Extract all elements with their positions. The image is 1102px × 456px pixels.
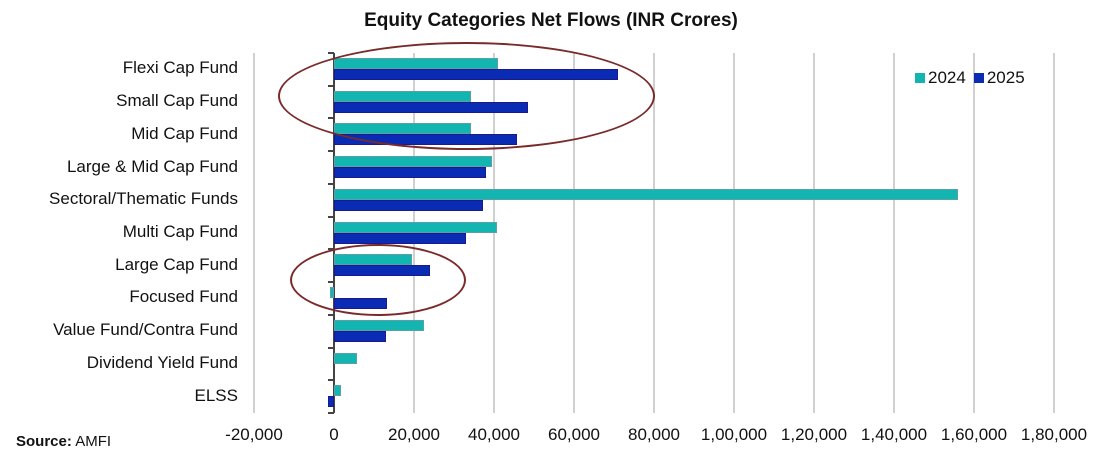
bar-2025: [334, 69, 618, 80]
category-label: Sectoral/Thematic Funds: [49, 189, 238, 209]
x-tick-label: 20,000: [388, 425, 440, 444]
bar-2025: [334, 199, 483, 211]
bar-2025: [334, 167, 486, 179]
category-label: Mid Cap Fund: [131, 123, 238, 143]
legend-item-2024: 2024: [915, 68, 966, 88]
axis-tick: [328, 248, 334, 251]
category-label: Flexi Cap Fund: [122, 58, 238, 78]
axis-tick: [328, 346, 334, 349]
gridline: [653, 53, 655, 413]
legend-swatch-icon: [973, 73, 984, 83]
category-label: Large Cap Fund: [115, 254, 238, 274]
gridline: [573, 53, 575, 413]
chart-title: Equity Categories Net Flows (INR Crores): [364, 10, 738, 31]
source-value: AMFI: [75, 433, 112, 450]
category-label: Focused Fund: [129, 287, 238, 307]
axis-tick: [328, 52, 334, 54]
category-label: Multi Cap Fund: [122, 222, 238, 241]
x-tick-label: 80,000: [628, 425, 680, 444]
gridline: [493, 53, 495, 413]
axis-tick: [328, 182, 334, 185]
bar-2024: [334, 254, 412, 266]
x-tick-label: 40,000: [468, 425, 520, 444]
category-label: Small Cap Fund: [116, 91, 238, 111]
bar-2025: [334, 265, 430, 277]
x-tick-label: 1,00,000: [700, 425, 768, 444]
category-label: Large & Mid Cap Fund: [66, 156, 238, 176]
axis-tick: [328, 313, 334, 316]
x-tick-label: 1,40,000: [860, 425, 928, 444]
gridline: [973, 53, 975, 413]
bar-2025: [334, 101, 528, 113]
x-tick-label: 1,20,000: [780, 425, 848, 444]
bar-2024: [334, 221, 497, 233]
legend-label: 2024: [928, 68, 966, 87]
x-tick-label: 1,80,000: [1020, 425, 1088, 444]
gridline: [813, 53, 815, 413]
gridline: [733, 53, 735, 413]
legend-swatch-icon: [915, 73, 925, 83]
bar-2025: [328, 396, 334, 408]
legend-item-2025: 2025: [973, 68, 1025, 88]
bar-2024: [334, 156, 492, 168]
axis-tick: [328, 117, 334, 120]
x-tick-label: 1,60,000: [940, 425, 1008, 444]
category-label: Dividend Yield Fund: [86, 352, 238, 372]
bar-2025: [334, 134, 518, 146]
bar-2024: [334, 188, 958, 200]
bar-2024: [334, 90, 472, 102]
bar-2024: [334, 123, 472, 135]
category-label: ELSS: [194, 385, 238, 405]
bar-2024: [330, 287, 334, 299]
axis-tick: [328, 379, 334, 382]
category-label: Value Fund/Contra Fund: [53, 320, 238, 340]
legend: 2024 2025: [915, 68, 1025, 88]
axis-tick: [328, 84, 334, 87]
axis-tick: [328, 412, 334, 414]
bar-2025: [334, 232, 466, 244]
x-tick-label: 60,000: [548, 425, 600, 444]
gridline: [893, 53, 895, 413]
gridline: [1053, 53, 1055, 413]
bar-2024: [334, 385, 341, 397]
axis-tick: [328, 281, 334, 284]
x-tick-label: -20,000: [225, 425, 283, 444]
gridline: [253, 53, 255, 413]
source-label: Source:: [16, 433, 72, 450]
axis-tick: [328, 215, 334, 218]
legend-label: 2025: [986, 68, 1025, 87]
axis-tick: [328, 150, 334, 153]
bar-2024: [334, 58, 498, 69]
bar-2024: [334, 352, 357, 364]
bar-2024: [334, 319, 425, 331]
bar-2025: [334, 330, 386, 342]
bar-2025: [334, 298, 388, 310]
plot-area: [253, 52, 1055, 414]
source-note: Source: AMFI: [16, 433, 111, 450]
x-tick-label: 0: [329, 425, 339, 444]
